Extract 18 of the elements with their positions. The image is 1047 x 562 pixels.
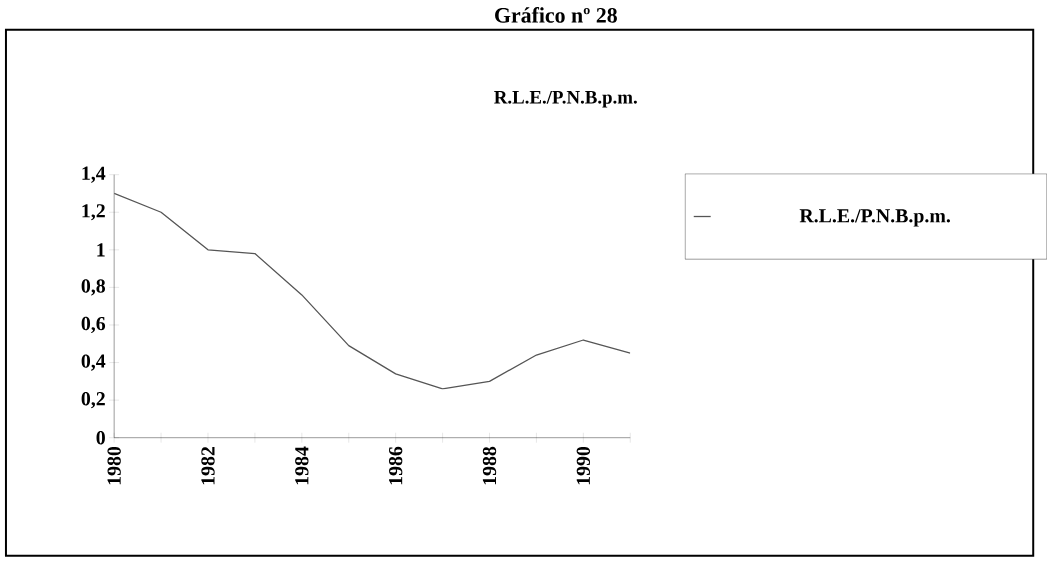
y-tick-label: 0,8 [81,279,106,296]
y-tick-label: 1 [97,243,105,257]
y-tick-label: 0,2 [81,392,105,409]
x-tick-label: 1988 [482,446,497,485]
x-tick-label: 1990 [576,447,591,485]
line-series [114,192,631,390]
y-tick-label: 0,6 [81,316,106,334]
y-tick-label: 1,4 [82,166,106,183]
y-tick-label: 0,4 [81,354,106,371]
x-tick-label: 1980 [107,447,121,485]
chart-title: R.L.E./P.N.B.p.m. [494,91,637,108]
text: R.L.E./P.N.B.p.m. [799,209,950,227]
x-tick-label: 1986 [388,446,403,485]
y-tick-label: 0 [96,431,105,445]
x-tick-label: 1982 [201,447,215,485]
text: Gráfico nº 28 [495,7,617,23]
y-tick-label: 1,2 [82,204,105,221]
x-tick-label: 1984 [295,446,309,485]
